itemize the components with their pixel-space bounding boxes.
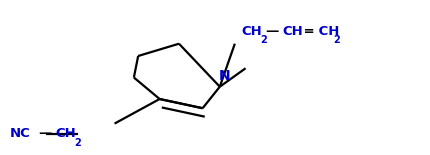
Text: NC: NC xyxy=(9,127,30,140)
Text: CH: CH xyxy=(313,25,339,38)
Text: 2: 2 xyxy=(260,35,266,45)
Text: CH: CH xyxy=(282,25,302,38)
Text: CH: CH xyxy=(55,127,76,140)
Text: —: — xyxy=(38,127,51,140)
Text: =: = xyxy=(298,25,314,38)
Text: CH: CH xyxy=(241,25,261,38)
Text: 2: 2 xyxy=(74,138,81,148)
Text: N: N xyxy=(218,69,229,83)
Text: 2: 2 xyxy=(333,35,340,45)
Text: —: — xyxy=(264,25,278,38)
